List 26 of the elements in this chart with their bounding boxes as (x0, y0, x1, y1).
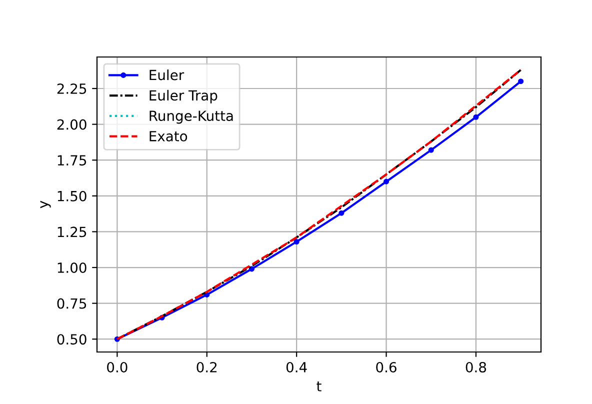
legend-label: Euler Trap (150, 90, 218, 104)
point (428, 147, 434, 153)
point (294, 238, 300, 245)
x-axis-title: t (316, 382, 322, 392)
x-tick-label: 0.8 (466, 362, 486, 372)
y-axis-title: y (40, 200, 51, 208)
point (248, 266, 255, 272)
y-tick-label: 2.00 (57, 119, 86, 130)
y-tick-label: 0.75 (57, 298, 86, 309)
legend-label: Exato (150, 131, 188, 142)
x-tick-label: 0.4 (286, 362, 307, 372)
y-tick-label: 1.75 (58, 155, 86, 166)
y-tick-label: 0.50 (57, 334, 86, 345)
y-tick-label: 2.25 (57, 83, 86, 94)
x-tick-label: 0.2 (196, 362, 217, 372)
point (338, 210, 344, 216)
point (518, 78, 524, 84)
point (473, 114, 479, 120)
legend-label: Runge-Kutta (150, 110, 233, 124)
x-tick-label: 0.0 (107, 362, 128, 372)
point (383, 178, 390, 184)
legend-label: Euler (150, 70, 184, 80)
y-tick-label: 1.00 (58, 262, 86, 273)
y-tick-label: 1.50 (58, 190, 86, 202)
y-tick-label: 1.25 (58, 226, 86, 238)
x-tick-label: 0.6 (376, 362, 396, 372)
